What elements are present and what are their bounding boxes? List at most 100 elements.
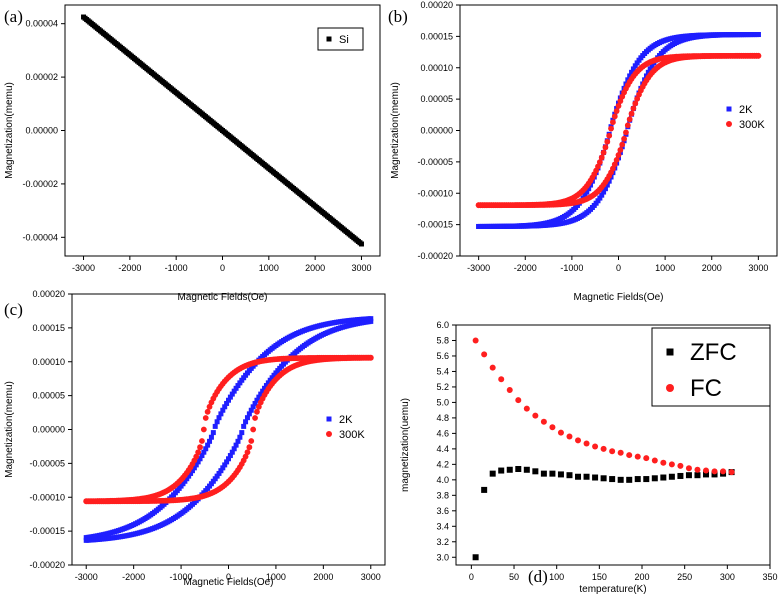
data-point-fc <box>703 467 710 474</box>
data-point-fc <box>694 466 701 473</box>
legend-box <box>651 327 771 407</box>
chart-panel-2: -3000 -2000 -1000 0 1000 2000 3000 -0.00020 -0.0… <box>388 0 778 303</box>
data-point-2k <box>229 449 235 455</box>
data-point-2k <box>263 383 269 389</box>
data-point-2k <box>237 434 243 440</box>
y-tick-label: 5.8 <box>436 335 449 345</box>
data-point-2k <box>256 394 262 400</box>
data-point-300k <box>606 132 613 139</box>
y-tick-label: -0.00015 <box>417 220 453 230</box>
legend-marker-fc <box>666 384 674 392</box>
data-point-300k <box>755 52 762 59</box>
data-point-fc <box>600 445 607 452</box>
x-tick-label: -1000 <box>165 263 188 273</box>
data-point-2k <box>630 66 636 72</box>
data-point-300k <box>367 354 374 361</box>
y-tick-label: 0.00000 <box>420 126 453 136</box>
data-point-2k <box>252 400 258 406</box>
data-point-zfc <box>703 471 710 478</box>
data-point-fc <box>668 461 675 468</box>
data-point-2k <box>246 411 252 417</box>
data-point-300k <box>621 135 627 142</box>
x-tick-label: 2000 <box>702 263 722 273</box>
data-point-2k <box>250 404 256 410</box>
data-point-fc <box>626 452 633 459</box>
data-point-2k <box>235 383 241 389</box>
data-point-300k <box>242 453 249 460</box>
data-point-300k <box>608 125 614 132</box>
data-point-zfc <box>677 472 684 479</box>
data-point-zfc <box>498 467 505 474</box>
x-tick-label: 1000 <box>266 572 286 582</box>
legend-label-300k: 300K <box>339 429 365 441</box>
data-point-300k <box>623 129 629 136</box>
data-point-2k <box>191 465 197 471</box>
data-point-fc <box>489 364 496 371</box>
data-point-2k <box>212 476 218 482</box>
y-tick-label: 3.0 <box>436 552 449 562</box>
data-point-fc <box>728 469 735 476</box>
data-point-300k <box>596 159 603 166</box>
data-point-2k <box>184 476 190 482</box>
data-point-zfc <box>668 473 675 480</box>
data-point-fc <box>685 465 692 472</box>
legend-marker-300k <box>726 121 732 127</box>
data-point-fc <box>549 424 556 431</box>
data-point-2k <box>229 391 235 397</box>
y-tick-label: 0.00010 <box>32 357 65 367</box>
data-point-2k <box>210 478 216 484</box>
data-point-2k <box>262 385 268 391</box>
x-tick-label: 0 <box>226 572 231 582</box>
x-tick-label: -3000 <box>467 263 490 273</box>
data-point-zfc <box>660 474 667 481</box>
data-point-300k <box>630 105 637 112</box>
data-point-2k <box>208 434 214 440</box>
y-tick-label: -0.00020 <box>29 560 65 570</box>
y-tick-label: 0.00000 <box>25 126 58 136</box>
data-point-zfc <box>592 474 599 481</box>
legend-label-2k: 2K <box>739 104 753 116</box>
data-point-300k <box>255 403 262 410</box>
x-tick-label: 2000 <box>305 263 325 273</box>
data-point-2k <box>595 198 601 204</box>
data-point-fc <box>523 405 530 412</box>
legend: 2K 300K <box>326 414 365 441</box>
data-point-2k <box>584 189 590 195</box>
data-point-2k <box>227 394 233 400</box>
y-tick-label: -0.00002 <box>22 179 58 189</box>
y-tick-label: -0.00020 <box>417 251 453 261</box>
legend: 2K 300K <box>726 104 765 131</box>
data-point-2k <box>189 468 195 474</box>
y-tick-label: 4.8 <box>436 413 449 423</box>
y-tick-label: -0.00005 <box>29 458 65 468</box>
y-tick-label: 5.2 <box>436 382 449 392</box>
data-point-2k <box>214 419 220 425</box>
data-point-2k <box>267 377 273 383</box>
data-point-2k <box>265 380 271 386</box>
data-point-2k <box>220 407 226 413</box>
x-tick-label: 200 <box>634 572 649 582</box>
x-tick-label: -2000 <box>118 263 141 273</box>
y-axis-label: Magnetization(memu) <box>390 82 401 179</box>
x-tick-label: 0 <box>616 263 621 273</box>
data-point-2k <box>599 192 605 198</box>
data-point-2k <box>226 456 231 462</box>
data-point-2k <box>368 318 374 324</box>
data-point-2k <box>636 57 642 63</box>
data-point-2k <box>214 473 220 479</box>
y-tick-label: 0.00004 <box>25 19 58 29</box>
plot-frame <box>459 4 778 257</box>
data-point-fc <box>506 387 513 394</box>
legend-marker-2k <box>726 106 732 112</box>
data-point-zfc <box>694 472 701 479</box>
chart-panel-4: 0 50 100 150 200 250 300 350 3.0 3.2 3.4 3.6 3.8 4.0 4… <box>400 320 778 595</box>
x-tick-label: 350 <box>762 572 777 582</box>
data-point-si <box>358 241 364 247</box>
y-tick-label: 0.00020 <box>420 0 453 10</box>
data-point-2k <box>218 411 224 417</box>
data-point-2k <box>241 375 247 381</box>
y-axis-label: Magnetization(memu) <box>4 82 15 179</box>
y-tick-label: 4.0 <box>436 475 449 485</box>
data-point-300k <box>628 110 635 117</box>
data-point-300k <box>197 444 203 451</box>
